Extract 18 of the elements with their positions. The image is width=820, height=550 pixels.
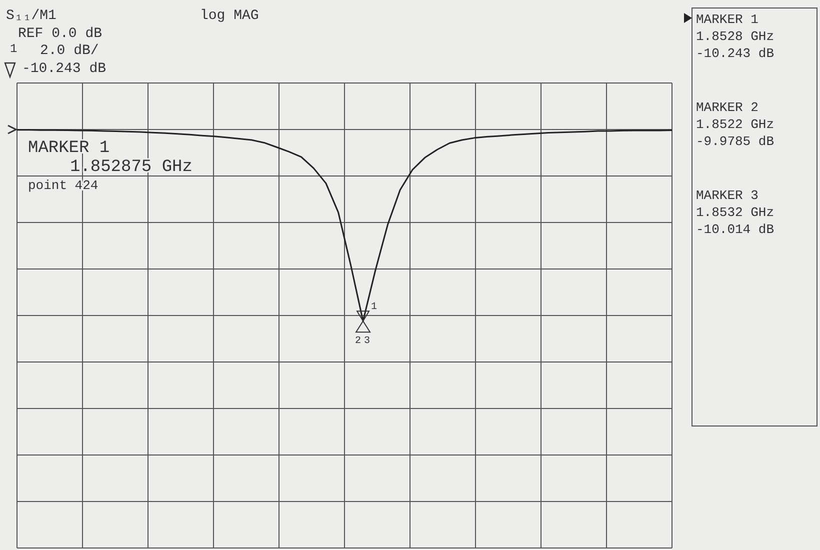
- text: -10.014 dB: [696, 222, 774, 237]
- annotation: 1: [371, 302, 378, 314]
- text: 2: [355, 336, 362, 348]
- text: 1.8528 GHz: [696, 29, 774, 44]
- text: MARKER 3: [696, 188, 758, 203]
- text: 1: [10, 42, 18, 56]
- text: -10.243 dB: [696, 46, 774, 61]
- text: 1.8522 GHz: [696, 117, 774, 132]
- text: S₁₁/M1: [6, 8, 56, 24]
- text: -9.9785 dB: [696, 134, 774, 149]
- text: 3: [364, 336, 370, 348]
- text: -10.243 dB: [22, 61, 106, 77]
- text: 2.0 dB/: [40, 43, 99, 59]
- text: MARKER 1: [696, 12, 759, 27]
- text: 1.8532 GHz: [696, 205, 774, 220]
- text: REF 0.0 dB: [18, 26, 102, 42]
- text: log MAG: [200, 8, 259, 24]
- text: MARKER 2: [696, 100, 758, 115]
